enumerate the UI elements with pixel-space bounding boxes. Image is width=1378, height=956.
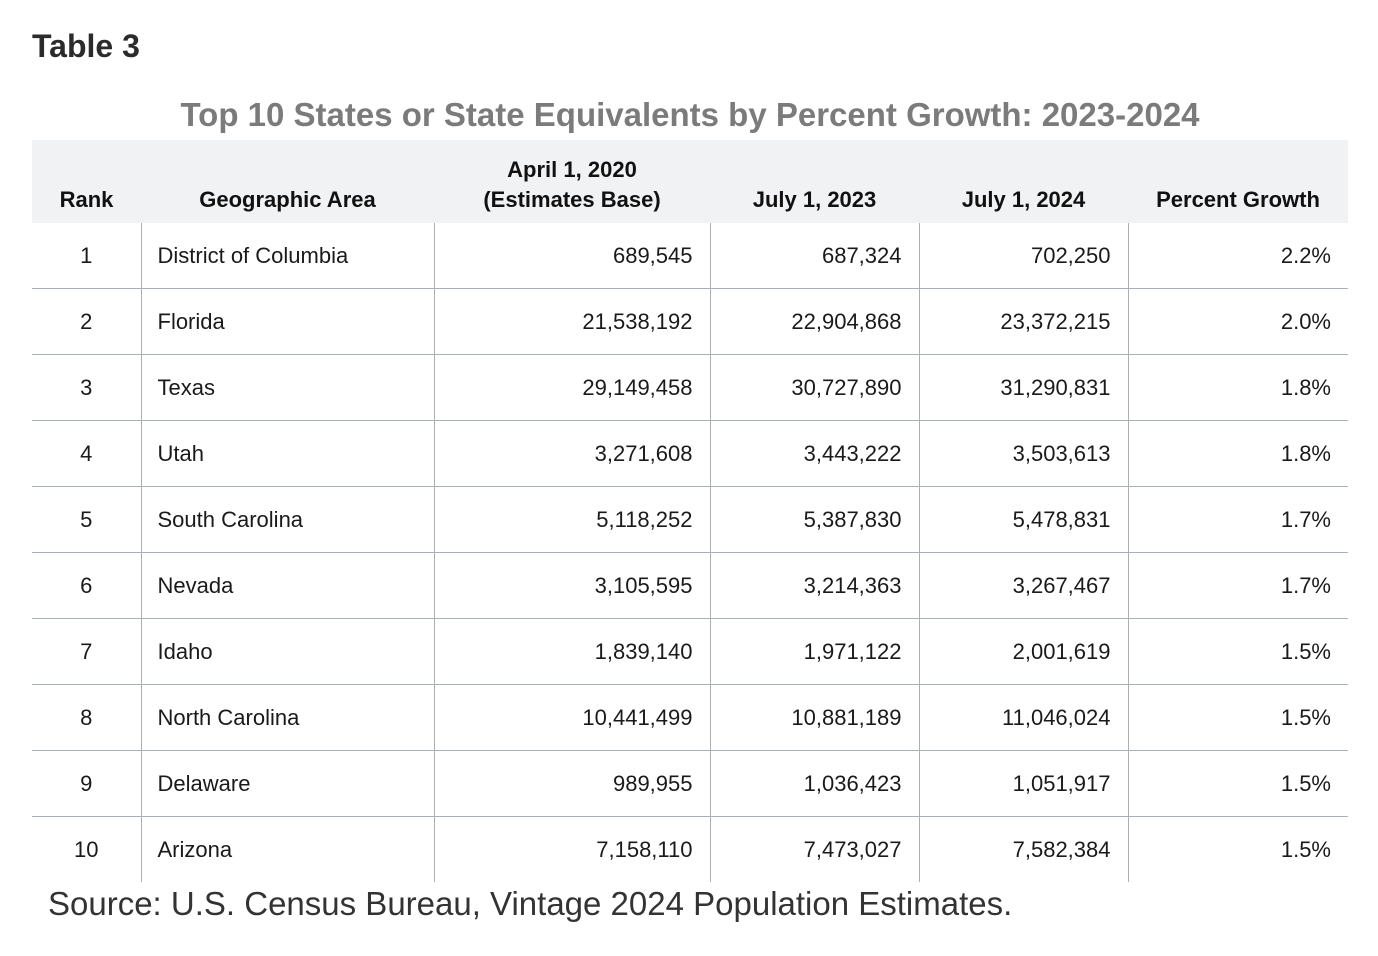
cell-y2023: 3,214,363 <box>709 552 919 619</box>
cell-growth: 1.8% <box>1127 354 1348 421</box>
cell-base: 689,545 <box>433 223 710 289</box>
cell-base: 3,271,608 <box>433 420 710 487</box>
cell-y2024: 31,290,831 <box>918 354 1128 421</box>
cell-y2024: 7,582,384 <box>918 816 1128 882</box>
cell-area: South Carolina <box>140 486 434 553</box>
cell-rank: 4 <box>32 420 141 487</box>
header-base-line1: April 1, 2020 <box>507 157 637 182</box>
table-row: 10 Arizona 7,158,110 7,473,027 7,582,384 1.5% <box>32 816 1348 882</box>
cell-y2024: 2,001,619 <box>918 618 1128 685</box>
table-row: 5 South Carolina 5,118,252 5,387,830 5,478,8… <box>32 486 1348 553</box>
cell-rank: 1 <box>32 223 141 289</box>
cell-y2024: 1,051,917 <box>918 750 1128 817</box>
cell-y2023: 1,036,423 <box>709 750 919 817</box>
cell-growth: 1.7% <box>1127 552 1348 619</box>
cell-y2024: 11,046,024 <box>918 684 1128 751</box>
cell-y2023: 30,727,890 <box>709 354 919 421</box>
header-base: April 1, 2020 (Estimates Base) <box>434 140 710 223</box>
cell-area: Nevada <box>140 552 434 619</box>
source-note: Source: U.S. Census Bureau, Vintage 2024… <box>48 885 1013 922</box>
cell-growth: 1.5% <box>1127 684 1348 751</box>
cell-growth: 2.2% <box>1127 223 1348 289</box>
table-row: 2 Florida 21,538,192 22,904,868 23,372,215 2.… <box>32 288 1348 355</box>
header-rank: Rank <box>32 140 141 223</box>
cell-base: 1,839,140 <box>433 618 710 685</box>
header-base-line2: (Estimates Base) <box>483 187 661 212</box>
cell-y2023: 1,971,122 <box>709 618 919 685</box>
cell-growth: 2.0% <box>1127 288 1348 355</box>
cell-rank: 10 <box>74 836 99 862</box>
table-row: 6 Nevada 3,105,595 3,214,363 3,267,467 1.7% <box>32 552 1348 619</box>
table-row: 7 Idaho 1,839,140 1,971,122 2,001,619 1.5% <box>32 618 1348 685</box>
table-row: 8 North Carolina 10,441,499 10,881,189 11,04… <box>32 684 1348 751</box>
header-2023: July 1, 2023 <box>710 140 919 223</box>
cell-area: Texas <box>140 354 434 421</box>
cell-area: North Carolina <box>140 684 434 751</box>
cell-growth: 1.5% <box>1127 816 1348 882</box>
table-row: 3 Texas 29,149,458 30,727,890 31,290,831 1.8% <box>32 354 1348 421</box>
cell-base: 5,118,252 <box>433 486 710 553</box>
cell-rank: 8 <box>32 684 141 751</box>
cell-area: Florida <box>140 288 434 355</box>
cell-base: 10,441,499 <box>433 684 710 751</box>
cell-growth: 1.8% <box>1127 420 1348 487</box>
header-row: Rank Geographic Area April 1, 2020 (Estim… <box>32 140 1348 223</box>
header-2024: July 1, 2024 <box>919 140 1128 223</box>
cell-area: Delaware <box>140 750 434 817</box>
cell-y2024: 3,503,613 <box>918 420 1128 487</box>
cell-y2023: 10,881,189 <box>709 684 919 751</box>
cell-y2023: 3,443,222 <box>709 420 919 487</box>
table-row: 1 District of Columbia 689,545 687,324 702,2… <box>32 223 1348 289</box>
cell-area: District of Columbia <box>140 223 434 289</box>
cell-rank: 2 <box>32 288 141 355</box>
cell-y2023: 5,387,830 <box>709 486 919 553</box>
cell-base: 7,158,110 <box>433 816 710 882</box>
cell-y2023: 687,324 <box>709 223 919 289</box>
table-title: Top 10 States or State Equivalents by Pe… <box>180 96 1200 133</box>
cell-y2023: 7,473,027 <box>709 816 919 882</box>
cell-base: 21,538,192 <box>433 288 710 355</box>
cell-base: 29,149,458 <box>433 354 710 421</box>
population-table: Rank Geographic Area April 1, 2020 (Estim… <box>32 140 1348 882</box>
cell-rank: 7 <box>32 618 141 685</box>
cell-base: 3,105,595 <box>433 552 710 619</box>
cell-y2024: 5,478,831 <box>918 486 1128 553</box>
table-label: Table 3 <box>32 28 140 64</box>
header-area: Geographic Area <box>141 140 434 223</box>
table-row: 9 Delaware 989,955 1,036,423 1,051,917 1.5% <box>32 750 1348 817</box>
cell-area: Idaho <box>140 618 434 685</box>
cell-y2024: 702,250 <box>918 223 1128 289</box>
cell-y2023: 22,904,868 <box>709 288 919 355</box>
cell-rank: 3 <box>32 354 141 421</box>
cell-y2024: 23,372,215 <box>918 288 1128 355</box>
cell-y2024: 3,267,467 <box>918 552 1128 619</box>
cell-rank: 5 <box>32 486 141 553</box>
cell-base: 989,955 <box>433 750 710 817</box>
header-growth: Percent Growth <box>1128 140 1348 223</box>
table-row: 4 Utah 3,271,608 3,443,222 3,503,613 1.8% <box>32 420 1348 487</box>
cell-rank: 9 <box>32 750 141 817</box>
cell-rank: 6 <box>32 552 141 619</box>
cell-growth: 1.5% <box>1127 750 1348 817</box>
cell-area: Arizona <box>140 816 434 882</box>
cell-area: Utah <box>140 420 434 487</box>
cell-growth: 1.7% <box>1127 486 1348 553</box>
cell-growth: 1.5% <box>1127 618 1348 685</box>
